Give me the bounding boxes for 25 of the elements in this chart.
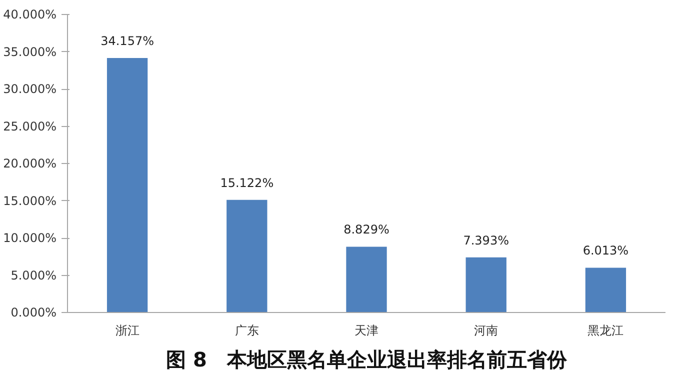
y-tick-label: 25.000%	[3, 119, 56, 134]
y-tick-label: 30.000%	[3, 82, 56, 96]
data-label: 8.829%	[344, 222, 390, 237]
x-tick-label: 广东	[234, 324, 259, 338]
x-tick-label: 黑龙江	[588, 324, 624, 338]
bar	[585, 268, 626, 312]
data-label: 15.122%	[220, 176, 274, 190]
x-tick-label: 浙江	[115, 324, 140, 338]
y-tick-label: 15.000%	[3, 194, 56, 208]
bar	[466, 257, 506, 312]
bar	[226, 200, 268, 312]
y-tick-label: 5.000%	[10, 268, 57, 282]
x-tick-label: 天津	[354, 324, 378, 338]
data-label: 6.013%	[582, 244, 629, 258]
y-tick-label: 20.000%	[3, 156, 56, 170]
y-tick-label: 0.000%	[10, 306, 57, 320]
data-label: 34.157%	[100, 34, 154, 48]
text: 图 8 本地区黑名单企业退出率排名前五省份	[166, 348, 568, 372]
y-tick-label: 40.000%	[3, 8, 56, 22]
x-tick-label: 河南	[474, 324, 498, 338]
y-tick-label: 10.000%	[3, 231, 56, 245]
bar	[346, 246, 387, 312]
data-label: 7.393%	[463, 233, 509, 248]
bar	[106, 58, 148, 312]
y-tick-label: 35.000%	[3, 44, 56, 59]
